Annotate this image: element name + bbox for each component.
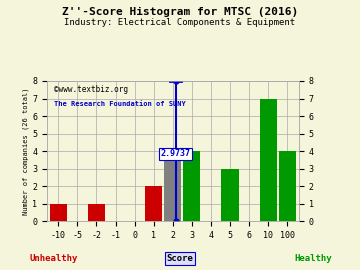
Bar [145,186,162,221]
Bar [164,151,181,221]
Text: Z''-Score Histogram for MTSC (2016): Z''-Score Histogram for MTSC (2016) [62,7,298,17]
Text: ©www.textbiz.org: ©www.textbiz.org [54,85,129,94]
Text: 2.9737: 2.9737 [161,149,191,158]
Y-axis label: Number of companies (26 total): Number of companies (26 total) [23,87,29,215]
Bar [279,151,296,221]
Bar [260,99,277,221]
Text: Score: Score [167,254,193,263]
Bar [183,151,201,221]
Bar [88,204,105,221]
Text: The Research Foundation of SUNY: The Research Foundation of SUNY [54,101,186,107]
Bar [221,169,239,221]
Bar [50,204,67,221]
Text: Healthy: Healthy [294,254,332,263]
Text: Industry: Electrical Components & Equipment: Industry: Electrical Components & Equipm… [64,18,296,26]
Text: Unhealthy: Unhealthy [30,254,78,263]
